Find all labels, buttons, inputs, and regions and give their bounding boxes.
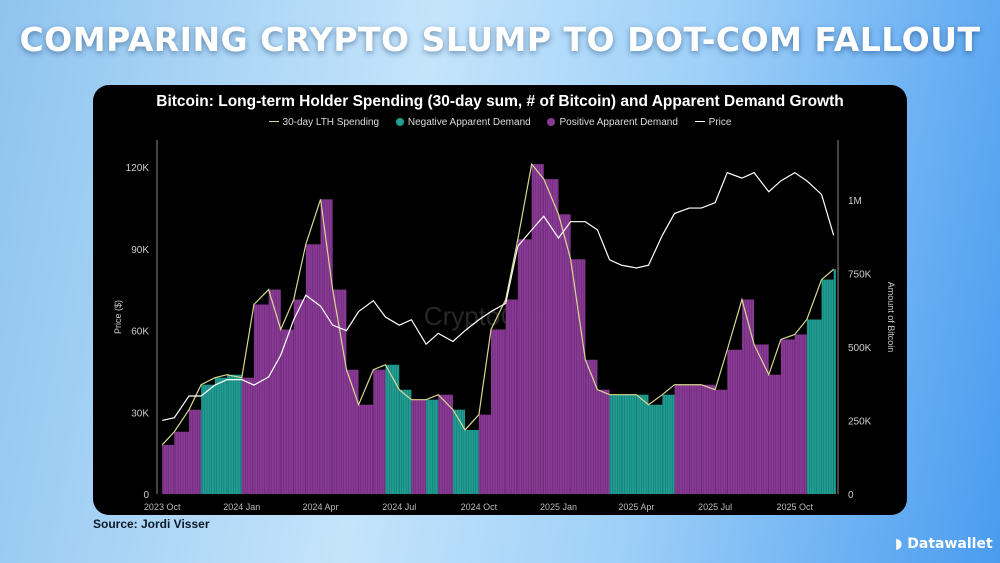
x-tick: 2024 Apr — [303, 502, 339, 512]
legend-spending: 30-day LTH Spending — [268, 117, 380, 128]
spending-bar — [621, 394, 637, 494]
spending-bar — [636, 394, 649, 494]
spending-bar — [373, 369, 386, 494]
x-tick: 2023 Oct — [144, 502, 181, 512]
spending-bar — [768, 374, 781, 494]
spending-bar — [293, 299, 306, 494]
x-tick: 2025 Jan — [540, 502, 577, 512]
chart-panel: Bitcoin: Long-term Holder Spending (30-d… — [93, 85, 907, 515]
line-swatch-icon — [694, 121, 705, 122]
chart-title: Bitcoin: Long-term Holder Spending (30-d… — [156, 93, 844, 110]
legend-label: Negative Apparent Demand — [407, 117, 531, 128]
legend-price: Price — [694, 117, 732, 128]
legend-negative: Negative Apparent Demand — [395, 117, 531, 128]
spending-bar — [585, 359, 598, 494]
spending-bar — [162, 444, 175, 494]
spending-bar — [358, 404, 374, 494]
y-right-tick: 0 — [848, 490, 854, 501]
logo-mark-icon: ◗ — [895, 536, 903, 552]
spending-bar — [648, 404, 663, 494]
datawallet-logo: ◗ Datawallet — [895, 536, 993, 552]
x-tick: 2024 Jan — [223, 502, 260, 512]
x-tick: 2025 Jul — [698, 502, 732, 512]
spending-bar — [609, 394, 622, 494]
legend-label: 30-day LTH Spending — [282, 117, 380, 128]
y-right-label: Amount of Bitcoin — [886, 282, 896, 353]
spending-bar — [794, 334, 807, 494]
y-left-tick: 60K — [131, 327, 149, 338]
spending-bar — [517, 239, 532, 494]
spending-bar — [174, 431, 190, 494]
spending-bar — [346, 369, 359, 494]
y-right-tick: 1M — [848, 196, 862, 207]
spending-bar — [754, 344, 769, 494]
spending-bar — [227, 374, 242, 494]
spending-bar — [531, 164, 544, 494]
spending-bar — [399, 389, 412, 494]
spending-bar — [478, 414, 492, 494]
spending-line — [161, 162, 835, 446]
spending-bar — [189, 409, 202, 494]
x-tick: 2025 Oct — [776, 502, 813, 512]
spending-bar — [253, 304, 269, 494]
logo-text: Datawallet — [907, 536, 993, 552]
spending-bar — [491, 329, 506, 494]
spending-bar — [214, 377, 228, 494]
spending-bar — [201, 384, 215, 494]
headline: COMPARING CRYPTO SLUMP TO DOT-COM FALLOU… — [19, 20, 981, 59]
x-tick: 2024 Jul — [382, 502, 416, 512]
spending-bar — [505, 299, 518, 494]
spending-bar — [305, 244, 321, 494]
spending-bar — [833, 269, 836, 494]
dot-swatch-icon — [547, 118, 556, 126]
spending-bar — [741, 299, 755, 494]
spending-bar — [241, 377, 254, 494]
spending-bar — [674, 384, 690, 494]
legend-label: Positive Apparent Demand — [559, 117, 678, 128]
spending-bar — [558, 214, 571, 494]
spending-bar — [727, 349, 742, 494]
spending-bar — [662, 394, 675, 494]
spending-bar — [426, 399, 439, 494]
line-swatch-icon — [268, 121, 279, 122]
legend-label: Price — [708, 117, 732, 128]
spending-bar — [715, 389, 728, 494]
spending-bar — [570, 259, 586, 494]
y-right-tick: 250K — [848, 417, 872, 428]
spending-bar — [332, 289, 347, 494]
y-left-tick: 90K — [131, 245, 149, 256]
y-right-tick: 500K — [848, 343, 872, 354]
x-tick: 2024 Oct — [461, 502, 498, 512]
source-note: Source: Jordi Visser — [93, 517, 210, 531]
spending-bar — [411, 399, 427, 494]
spending-bar — [780, 339, 795, 494]
spending-bar — [280, 329, 294, 494]
price-line — [162, 171, 835, 422]
y-left-label: Price ($) — [113, 300, 123, 334]
spending-bar — [543, 179, 559, 494]
spending-bar — [597, 389, 610, 494]
spending-bar — [806, 319, 822, 494]
spending-bar — [689, 384, 702, 494]
dot-swatch-icon — [395, 118, 404, 126]
y-left-tick: 0 — [143, 490, 149, 501]
spending-bar — [320, 199, 333, 494]
y-right-tick: 750K — [848, 270, 872, 281]
legend: 30-day LTH Spending Negative Apparent De… — [93, 117, 907, 128]
x-tick: 2025 Apr — [618, 502, 654, 512]
y-left-tick: 30K — [131, 408, 149, 419]
y-left-tick: 120K — [126, 163, 150, 174]
chart-svg: CryptoQuant030K60K90K120K0250K500K750K1M… — [113, 140, 896, 512]
spending-bar — [268, 289, 281, 494]
spending-bar — [452, 409, 466, 494]
spending-bar — [701, 384, 716, 494]
legend-positive: Positive Apparent Demand — [547, 117, 678, 128]
spending-bar — [821, 279, 834, 494]
spending-bar — [438, 394, 453, 494]
spending-bar — [465, 429, 479, 494]
spending-bar — [385, 364, 400, 494]
